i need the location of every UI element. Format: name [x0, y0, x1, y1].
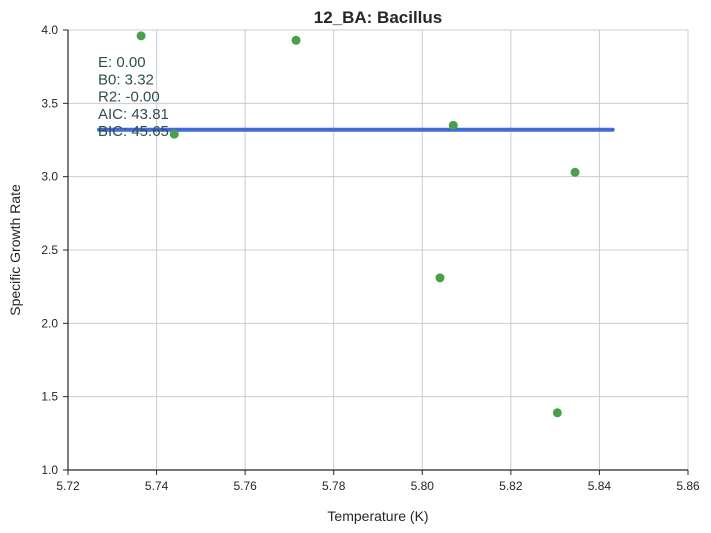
x-tick-label: 5.80 [411, 479, 435, 493]
x-tick-label: 5.78 [322, 479, 346, 493]
x-tick-label: 5.76 [233, 479, 257, 493]
data-points [136, 31, 580, 418]
data-point [448, 120, 458, 130]
x-tick-label: 5.86 [676, 479, 700, 493]
fit-stat-line: AIC: 43.81 [98, 106, 169, 123]
y-axis-ticks: 1.0 1.5 2.0 2.5 3.0 3.5 4.0 [41, 23, 68, 477]
y-tick-label: 2.0 [41, 316, 58, 330]
y-tick-label: 3.0 [41, 170, 58, 184]
data-point [291, 35, 301, 45]
x-tick-label: 5.82 [499, 479, 523, 493]
fit-stat-line: B0: 3.32 [98, 71, 154, 88]
x-tick-label: 5.72 [56, 479, 80, 493]
data-point [169, 129, 179, 139]
y-axis-label: Specific Growth Rate [7, 184, 23, 316]
x-axis-label: Temperature (K) [327, 508, 428, 524]
x-tick-label: 5.74 [145, 479, 169, 493]
y-tick-label: 1.5 [41, 390, 58, 404]
y-tick-label: 4.0 [41, 23, 58, 37]
data-point [136, 31, 146, 41]
chart-title: 12_BA: Bacillus [314, 8, 443, 27]
x-axis-ticks: 5.72 5.74 5.76 5.78 5.80 5.82 5.84 5.86 [56, 470, 700, 493]
y-tick-label: 1.0 [41, 463, 58, 477]
data-point [570, 167, 580, 177]
data-point [435, 273, 445, 283]
data-point [552, 408, 562, 418]
y-tick-label: 2.5 [41, 243, 58, 257]
gridlines [68, 29, 689, 470]
fit-stat-line: E: 0.00 [98, 54, 146, 71]
fit-stat-line: R2: -0.00 [98, 89, 160, 106]
fit-stat-line: BIC: 45.65 [98, 123, 169, 140]
y-tick-label: 3.5 [41, 96, 58, 110]
x-tick-label: 5.84 [588, 479, 612, 493]
